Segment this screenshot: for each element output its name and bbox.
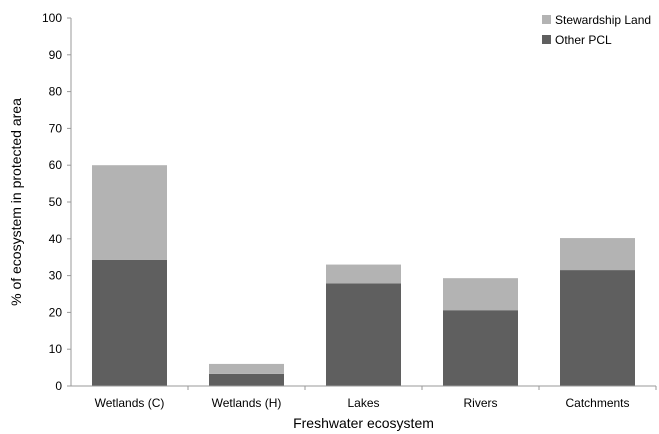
bar-other-pcl <box>92 259 167 386</box>
x-axis-title: Freshwater ecosystem <box>293 415 434 431</box>
axes-group: 0 10 20 30 40 50 60 70 80 90 100 Wetlands (C) Wetlan… <box>42 11 657 410</box>
y-tick-label: 50 <box>49 195 63 209</box>
x-tick-label: Wetlands (H) <box>212 396 282 410</box>
bars-group <box>92 165 635 386</box>
y-tick-label: 40 <box>49 232 63 246</box>
y-axis-title: % of ecosystem in protected area <box>8 98 24 306</box>
y-tick-label: 70 <box>49 121 63 135</box>
bar-stewardship-land <box>560 238 635 271</box>
bar-other-pcl <box>443 310 518 386</box>
bar-stewardship-land <box>209 363 284 374</box>
y-tick-label: 20 <box>49 305 63 319</box>
bar-stewardship-land <box>92 165 167 260</box>
bar-other-pcl <box>326 283 401 386</box>
y-tick-label: 30 <box>49 269 63 283</box>
bar-stewardship-land <box>443 278 518 311</box>
bar-stewardship-land <box>326 264 401 284</box>
legend-label: Stewardship Land <box>555 13 651 27</box>
x-tick-label: Lakes <box>347 396 379 410</box>
legend-swatch <box>542 15 551 24</box>
y-tick-label: 90 <box>49 48 63 62</box>
y-tick-label: 0 <box>55 379 62 393</box>
x-tick-label: Catchments <box>565 396 629 410</box>
y-tick-label: 10 <box>49 342 63 356</box>
x-tick-label: Rivers <box>463 396 497 410</box>
y-tick-label: 60 <box>49 158 63 172</box>
bar-other-pcl <box>560 270 635 386</box>
bar-other-pcl <box>209 373 284 386</box>
y-tick-label: 80 <box>49 85 63 99</box>
legend-swatch <box>542 35 551 44</box>
y-tick-label: 100 <box>42 11 62 25</box>
x-tick-label: Wetlands (C) <box>95 396 165 410</box>
legend-label: Other PCL <box>555 33 612 47</box>
legend: Stewardship Land Other PCL <box>542 13 651 47</box>
